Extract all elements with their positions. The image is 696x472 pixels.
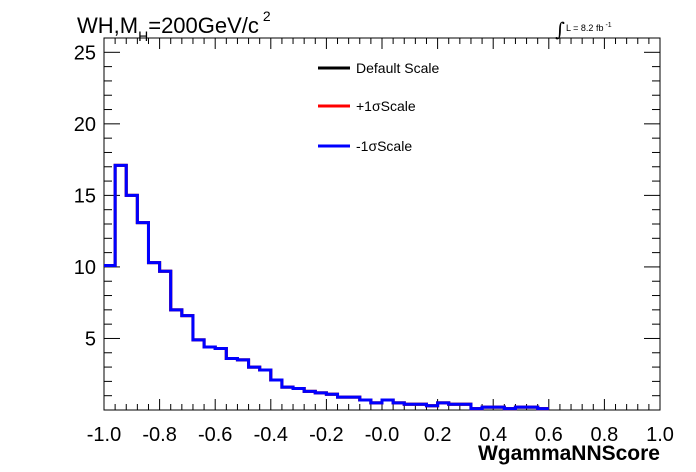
x-tick-label: -0.8 xyxy=(142,424,176,446)
series-line-2 xyxy=(104,163,549,411)
legend-label-minus-sigma: -1σScale xyxy=(356,138,412,154)
axis-ticks xyxy=(103,38,661,410)
x-tick-label: -0.6 xyxy=(198,424,232,446)
x-tick-label: -0.0 xyxy=(365,424,399,446)
x-tick-label: -0.4 xyxy=(254,424,288,446)
y-tick-label: 5 xyxy=(85,328,96,350)
legend-label-plus-sigma: +1σScale xyxy=(356,98,416,114)
x-tick-label: -0.2 xyxy=(309,424,343,446)
lumi-integral-symbol: ∫ xyxy=(555,19,565,41)
lumi-text: L = 8.2 fb xyxy=(566,23,603,33)
y-tick-labels: 5 10 15 20 25 xyxy=(74,42,96,350)
title-prefix: WH,M xyxy=(77,13,138,38)
x-tick-label: 0.6 xyxy=(535,424,563,446)
x-tick-labels: -1.0 -0.8 -0.6 -0.4 -0.2 -0.0 0.2 0.4 0.6 0.8 1.0 xyxy=(87,424,674,446)
x-tick-label: 1.0 xyxy=(646,424,674,446)
x-axis-title: WgammaNNScore xyxy=(478,442,660,465)
chart-title: WH,MH=200GeV/c 2 xyxy=(77,8,271,44)
legend-label-default-scale: Default Scale xyxy=(356,60,439,76)
title-subscript: H xyxy=(138,28,148,44)
lumi-superscript: -1 xyxy=(605,22,611,29)
legend: Default Scale +1σScale -1σScale xyxy=(318,60,439,154)
lumi-label: L = 8.2 fb -1 xyxy=(566,22,612,33)
series-layer xyxy=(104,163,549,411)
y-tick-label: 20 xyxy=(74,114,96,136)
y-tick-label: 15 xyxy=(74,185,96,207)
x-tick-label: 0.4 xyxy=(479,424,507,446)
title-rest: =200GeV/c xyxy=(148,13,259,38)
x-tick-label: 0.8 xyxy=(590,424,618,446)
x-tick-label: 0.2 xyxy=(424,424,452,446)
y-tick-label: 25 xyxy=(74,42,96,64)
title-superscript: 2 xyxy=(263,8,271,24)
y-tick-label: 10 xyxy=(74,257,96,279)
x-tick-label: -1.0 xyxy=(87,424,121,446)
